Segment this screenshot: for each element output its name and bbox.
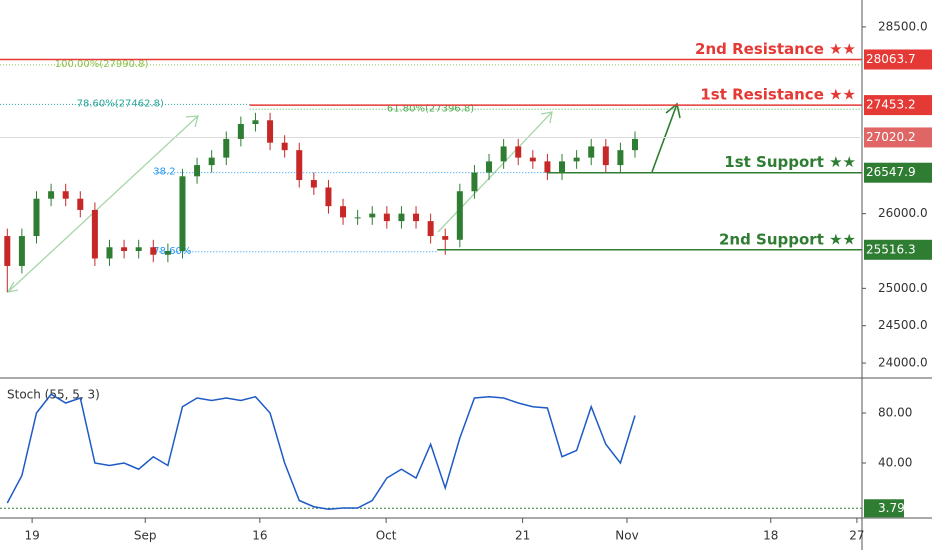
candle-body bbox=[48, 191, 55, 199]
y-tick-label: 80.00 bbox=[878, 406, 912, 420]
candle-body bbox=[456, 191, 463, 240]
x-tick-label: 16 bbox=[252, 529, 267, 543]
candle-body bbox=[252, 120, 259, 125]
candle-body bbox=[515, 146, 522, 158]
arrow-head bbox=[665, 102, 681, 119]
candle-body bbox=[602, 146, 609, 166]
candle-body bbox=[559, 161, 566, 173]
arrow bbox=[7, 115, 199, 293]
fib-label: 38.2 bbox=[153, 167, 175, 178]
level-value: 27453.2 bbox=[866, 98, 916, 112]
fib-label: 78.60% bbox=[153, 246, 191, 257]
x-tick-label: Nov bbox=[615, 529, 638, 543]
candle-body bbox=[267, 120, 274, 143]
candle-body bbox=[91, 209, 98, 259]
candle-body bbox=[106, 247, 113, 259]
candle-body bbox=[340, 206, 347, 218]
current-price-box bbox=[864, 127, 932, 148]
arrow-head bbox=[6, 281, 19, 293]
y-tick-label: 28500.0 bbox=[878, 19, 928, 33]
level-value: 26547.9 bbox=[866, 165, 916, 179]
candle-body bbox=[500, 146, 507, 162]
candle-body bbox=[237, 124, 244, 139]
level-name: 1st Resistance ★★ bbox=[700, 86, 856, 104]
candle-body bbox=[486, 161, 493, 173]
candle-body bbox=[398, 213, 405, 222]
candle-body bbox=[383, 213, 390, 222]
level-box bbox=[864, 95, 932, 116]
fib-label: 100.00%(27990.8) bbox=[55, 59, 149, 70]
candle-body bbox=[223, 138, 230, 158]
indicator-title: Stoch (55, 5, 3) bbox=[7, 388, 100, 402]
candle-body bbox=[442, 236, 449, 240]
candle-body bbox=[471, 172, 478, 192]
candle-body bbox=[310, 180, 317, 188]
candle-body bbox=[632, 138, 639, 151]
arrow bbox=[651, 103, 678, 173]
candle-body bbox=[121, 247, 128, 252]
x-tick-label: 27 bbox=[849, 529, 864, 543]
y-tick-label: 25000.0 bbox=[878, 281, 928, 295]
y-tick-label: 26000.0 bbox=[878, 206, 928, 220]
candle-body bbox=[354, 217, 361, 219]
stoch-low-box bbox=[864, 499, 904, 518]
candle-body bbox=[325, 187, 332, 207]
y-tick-label: 40.00 bbox=[878, 456, 912, 470]
candle-body bbox=[194, 165, 201, 177]
candle-body bbox=[4, 236, 11, 266]
level-box bbox=[864, 49, 932, 70]
y-tick-label: 24500.0 bbox=[878, 318, 928, 332]
x-tick-label: Oct bbox=[376, 529, 397, 543]
candle-body bbox=[588, 146, 595, 158]
stoch-line bbox=[6, 393, 636, 511]
candle-body bbox=[77, 198, 84, 210]
candle-body bbox=[281, 142, 288, 151]
candle-body bbox=[369, 213, 376, 218]
arrow-head bbox=[540, 111, 553, 124]
candle-body bbox=[18, 236, 25, 266]
candle-body bbox=[296, 150, 303, 181]
candle-body bbox=[150, 247, 157, 255]
candle-body bbox=[33, 198, 40, 237]
candle-body bbox=[135, 247, 142, 252]
candle-body bbox=[427, 221, 434, 237]
level-box bbox=[864, 239, 932, 260]
current-price-label: 27020.2 bbox=[866, 130, 916, 144]
arrow-head bbox=[185, 115, 199, 128]
candle-body bbox=[413, 213, 420, 222]
candle-body bbox=[617, 150, 624, 166]
x-tick-label: 18 bbox=[763, 529, 778, 543]
level-box bbox=[864, 162, 932, 183]
level-name: 2nd Support ★★ bbox=[719, 230, 856, 248]
candle-body bbox=[573, 157, 580, 162]
candle-body bbox=[544, 161, 551, 173]
fib-label: 78.60%(27462.8) bbox=[77, 98, 164, 109]
candle-body bbox=[529, 157, 536, 162]
candle-body bbox=[208, 157, 215, 166]
candle-body bbox=[164, 251, 171, 255]
candle-body bbox=[179, 176, 186, 252]
candle-body bbox=[62, 191, 69, 199]
x-tick-label: Sep bbox=[134, 529, 157, 543]
y-tick-label: 24000.0 bbox=[878, 356, 928, 370]
x-tick-label: 19 bbox=[24, 529, 39, 543]
fib-label: 61.80%(27396.8) bbox=[387, 103, 474, 114]
stoch-low-label: 3.79 bbox=[878, 501, 905, 515]
level-value: 28063.7 bbox=[866, 52, 916, 66]
x-tick-label: 21 bbox=[515, 529, 530, 543]
level-value: 25516.3 bbox=[866, 242, 916, 256]
level-name: 1st Support ★★ bbox=[724, 153, 856, 171]
level-name: 2nd Resistance ★★ bbox=[695, 40, 856, 58]
